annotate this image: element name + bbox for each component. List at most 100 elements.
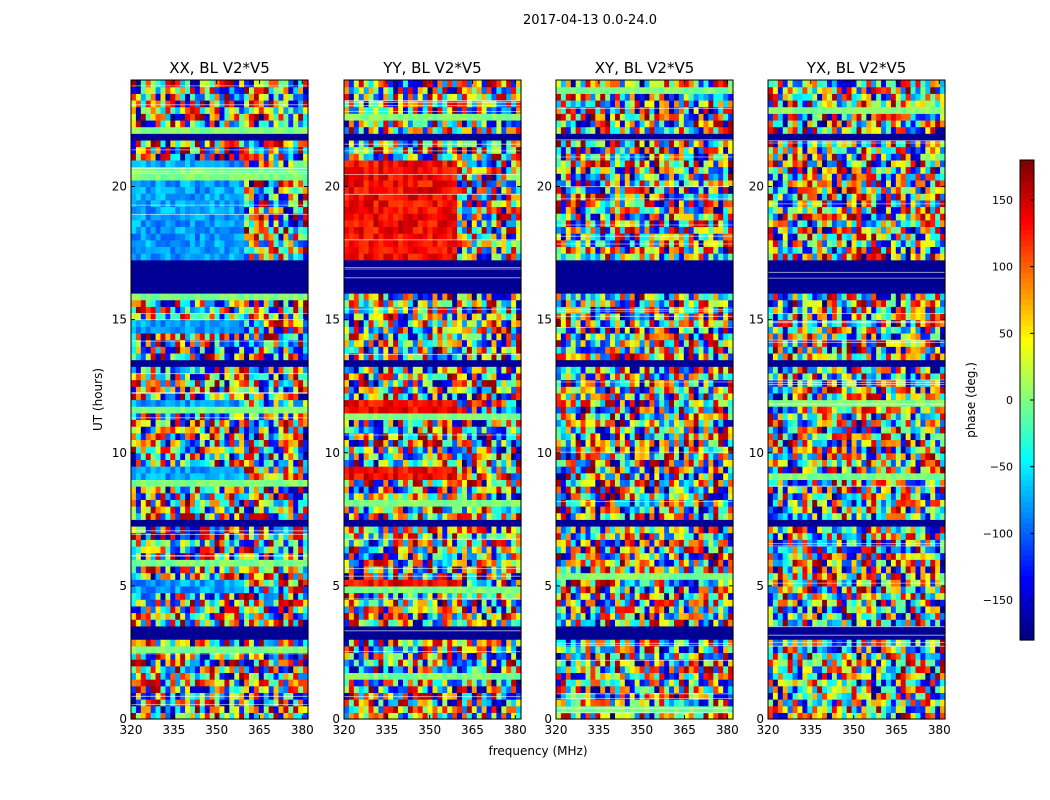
heatmap-cell (234, 332, 240, 341)
heatmap-cell (383, 499, 389, 507)
heatmap-cell (244, 612, 250, 620)
heatmap-cell (303, 379, 309, 387)
heatmap-cell (258, 219, 265, 228)
heatmap-cell (486, 665, 493, 674)
heatmap-cell (140, 159, 147, 168)
heatmap-cell (175, 199, 181, 208)
heatmap-cell (363, 599, 370, 607)
heatmap-cell (253, 592, 260, 600)
heatmap-cell (263, 372, 270, 381)
heatmap-cell (283, 479, 289, 487)
heatmap-cell (303, 306, 309, 314)
heatmap-cell (476, 559, 483, 567)
heatmap-cell (229, 306, 235, 314)
heatmap-cell (303, 492, 309, 500)
heatmap-cell (516, 525, 522, 534)
heatmap-cell (175, 226, 181, 234)
heatmap-cell (417, 446, 424, 454)
heatmap-cell (481, 519, 488, 527)
heatmap-cell (288, 286, 294, 294)
heatmap-cell (219, 372, 226, 381)
heatmap-cell (224, 565, 230, 574)
heatmap-cell (165, 233, 171, 241)
heatmap-cell (393, 506, 399, 514)
heatmap-cell (258, 652, 265, 660)
heatmap-cell (199, 705, 206, 713)
heatmap-cell (140, 219, 147, 228)
heatmap-cell (283, 106, 289, 114)
heatmap-cell (273, 346, 280, 354)
heatmap-cell (447, 645, 453, 654)
heatmap-cell (432, 519, 439, 527)
heatmap-cell (407, 446, 414, 454)
heatmap-cell (462, 486, 468, 494)
heatmap-cell (303, 153, 309, 161)
heatmap-cell (403, 579, 409, 587)
heatmap-cell (170, 659, 176, 667)
heatmap-cell (165, 366, 171, 374)
heatmap-cell (368, 512, 375, 520)
heatmap-cell (268, 226, 275, 234)
heatmap-cell (170, 106, 176, 114)
heatmap-cell (466, 699, 473, 707)
heatmap-cell (224, 652, 230, 660)
heatmap-cell (288, 106, 294, 114)
heatmap-cell (273, 86, 280, 94)
heatmap-cell (268, 193, 275, 201)
heatmap-cell (131, 685, 137, 693)
heatmap-cell (363, 685, 370, 693)
heatmap-cell (239, 452, 245, 461)
heatmap-cell (199, 106, 206, 114)
heatmap-cell (140, 332, 147, 341)
heatmap-cell (140, 352, 147, 361)
heatmap-cell (378, 639, 384, 647)
heatmap-cell (234, 665, 240, 674)
heatmap-cell (199, 153, 206, 161)
heatmap-cell (135, 113, 142, 121)
heatmap-cell (180, 645, 186, 654)
heatmap-cell (140, 685, 147, 693)
heatmap-cell (234, 326, 240, 334)
heatmap-cell (155, 306, 162, 314)
heatmap-cell (383, 705, 389, 713)
heatmap-cell (170, 366, 176, 374)
heatmap-cell (437, 512, 443, 520)
heatmap-cell (452, 559, 458, 567)
heatmap-cell (175, 139, 181, 148)
heatmap-cell (496, 446, 502, 454)
heatmap-cell (344, 492, 350, 500)
heatmap-cell (432, 512, 439, 520)
heatmap-cell (234, 346, 240, 354)
heatmap-cell (170, 119, 176, 128)
heatmap-cell (253, 579, 260, 587)
heatmap-cell (204, 685, 211, 693)
heatmap-cell (249, 253, 255, 261)
heatmap-cell (466, 452, 473, 461)
heatmap-cell (239, 585, 245, 594)
heatmap-cell (244, 519, 250, 527)
heatmap-cell (175, 372, 181, 381)
heatmap-cell (204, 519, 211, 527)
heatmap-cell (344, 585, 350, 594)
heatmap-cell (160, 93, 167, 101)
heatmap-cell (278, 206, 285, 214)
heatmap-cell (383, 472, 389, 480)
heatmap-cell (486, 705, 493, 713)
heatmap-cell (204, 179, 211, 188)
heatmap-cell (422, 532, 429, 540)
heatmap-cell (403, 499, 409, 507)
heatmap-cell (344, 659, 350, 667)
heatmap-cell (288, 532, 294, 540)
heatmap-cell (214, 679, 221, 687)
heatmap-cell (516, 466, 522, 474)
heatmap-cell (298, 466, 304, 474)
heatmap-cell (175, 286, 181, 294)
heatmap-cell (224, 173, 230, 181)
heatmap-cell (253, 446, 260, 454)
heatmap-cell (373, 652, 380, 660)
heatmap-cell (457, 446, 463, 454)
heatmap-cell (268, 259, 275, 267)
heatmap-cell (214, 599, 221, 607)
heatmap-cell (229, 119, 235, 128)
heatmap-cell (190, 153, 196, 161)
